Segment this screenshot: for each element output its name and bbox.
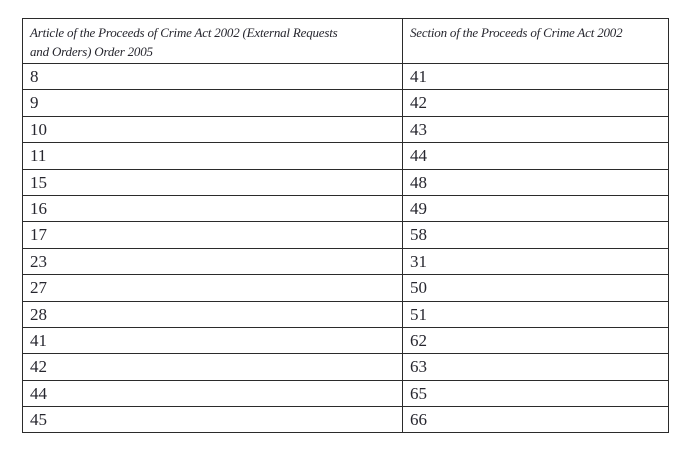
table-row: 8 41 [22, 62, 669, 91]
table-row: 27 50 [22, 274, 669, 302]
table-row: 16 49 [22, 194, 669, 223]
article-cell: 45 [22, 406, 403, 434]
article-cell: 41 [22, 326, 403, 355]
section-cell: 41 [402, 62, 669, 91]
section-cell: 66 [402, 406, 669, 434]
section-cell: 63 [402, 353, 669, 381]
table-row: 23 31 [22, 247, 669, 276]
table-row: 11 44 [22, 142, 669, 170]
table-row: 41 62 [22, 326, 669, 355]
section-cell: 44 [402, 142, 669, 170]
section-cell: 58 [402, 221, 669, 249]
table-row: 45 66 [22, 406, 669, 434]
column-header-section: Section of the Proceeds of Crime Act 200… [402, 18, 669, 64]
column-header-article-line1: Article of the Proceeds of Crime Act 200… [30, 25, 338, 40]
article-cell: 44 [22, 379, 403, 408]
column-header-article: Article of the Proceeds of Crime Act 200… [22, 18, 403, 64]
table-row: 15 48 [22, 168, 669, 196]
header-row: Article of the Proceeds of Crime Act 200… [22, 18, 669, 64]
table-row: 44 65 [22, 379, 669, 408]
article-cell: 8 [22, 62, 403, 91]
article-cell: 9 [22, 89, 403, 117]
section-cell: 31 [402, 247, 669, 276]
table-row: 17 58 [22, 221, 669, 249]
section-cell: 62 [402, 326, 669, 355]
table-header: Article of the Proceeds of Crime Act 200… [22, 18, 669, 64]
article-cell: 15 [22, 168, 403, 196]
section-cell: 48 [402, 168, 669, 196]
table-row: 42 63 [22, 353, 669, 381]
article-cell: 28 [22, 300, 403, 328]
table-row: 10 43 [22, 115, 669, 144]
column-header-article-line2: and Orders) Order 2005 [30, 44, 153, 59]
section-cell: 50 [402, 274, 669, 302]
article-cell: 23 [22, 247, 403, 276]
article-cell: 11 [22, 142, 403, 170]
article-cell: 17 [22, 221, 403, 249]
section-cell: 49 [402, 194, 669, 223]
article-cell: 16 [22, 194, 403, 223]
table-row: 9 42 [22, 89, 669, 117]
section-cell: 43 [402, 115, 669, 144]
table-body: 8 41 9 42 10 43 11 44 15 48 16 49 17 58 … [22, 62, 669, 434]
crime-act-mapping-table: Article of the Proceeds of Crime Act 200… [22, 18, 669, 434]
table-row: 28 51 [22, 300, 669, 328]
section-cell: 42 [402, 89, 669, 117]
article-cell: 42 [22, 353, 403, 381]
article-cell: 27 [22, 274, 403, 302]
article-cell: 10 [22, 115, 403, 144]
section-cell: 51 [402, 300, 669, 328]
section-cell: 65 [402, 379, 669, 408]
